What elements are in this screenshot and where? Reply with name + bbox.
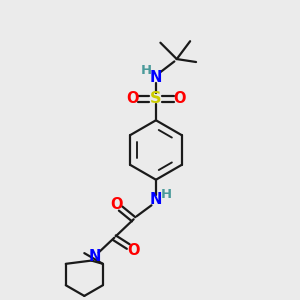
- Text: O: O: [110, 197, 123, 212]
- Text: S: S: [150, 92, 162, 106]
- Text: H: H: [161, 188, 172, 201]
- Text: N: N: [150, 192, 162, 207]
- Text: N: N: [150, 70, 162, 85]
- Text: H: H: [141, 64, 152, 77]
- Text: O: O: [128, 243, 140, 258]
- Text: O: O: [173, 92, 185, 106]
- Text: N: N: [89, 249, 101, 264]
- Text: O: O: [127, 92, 139, 106]
